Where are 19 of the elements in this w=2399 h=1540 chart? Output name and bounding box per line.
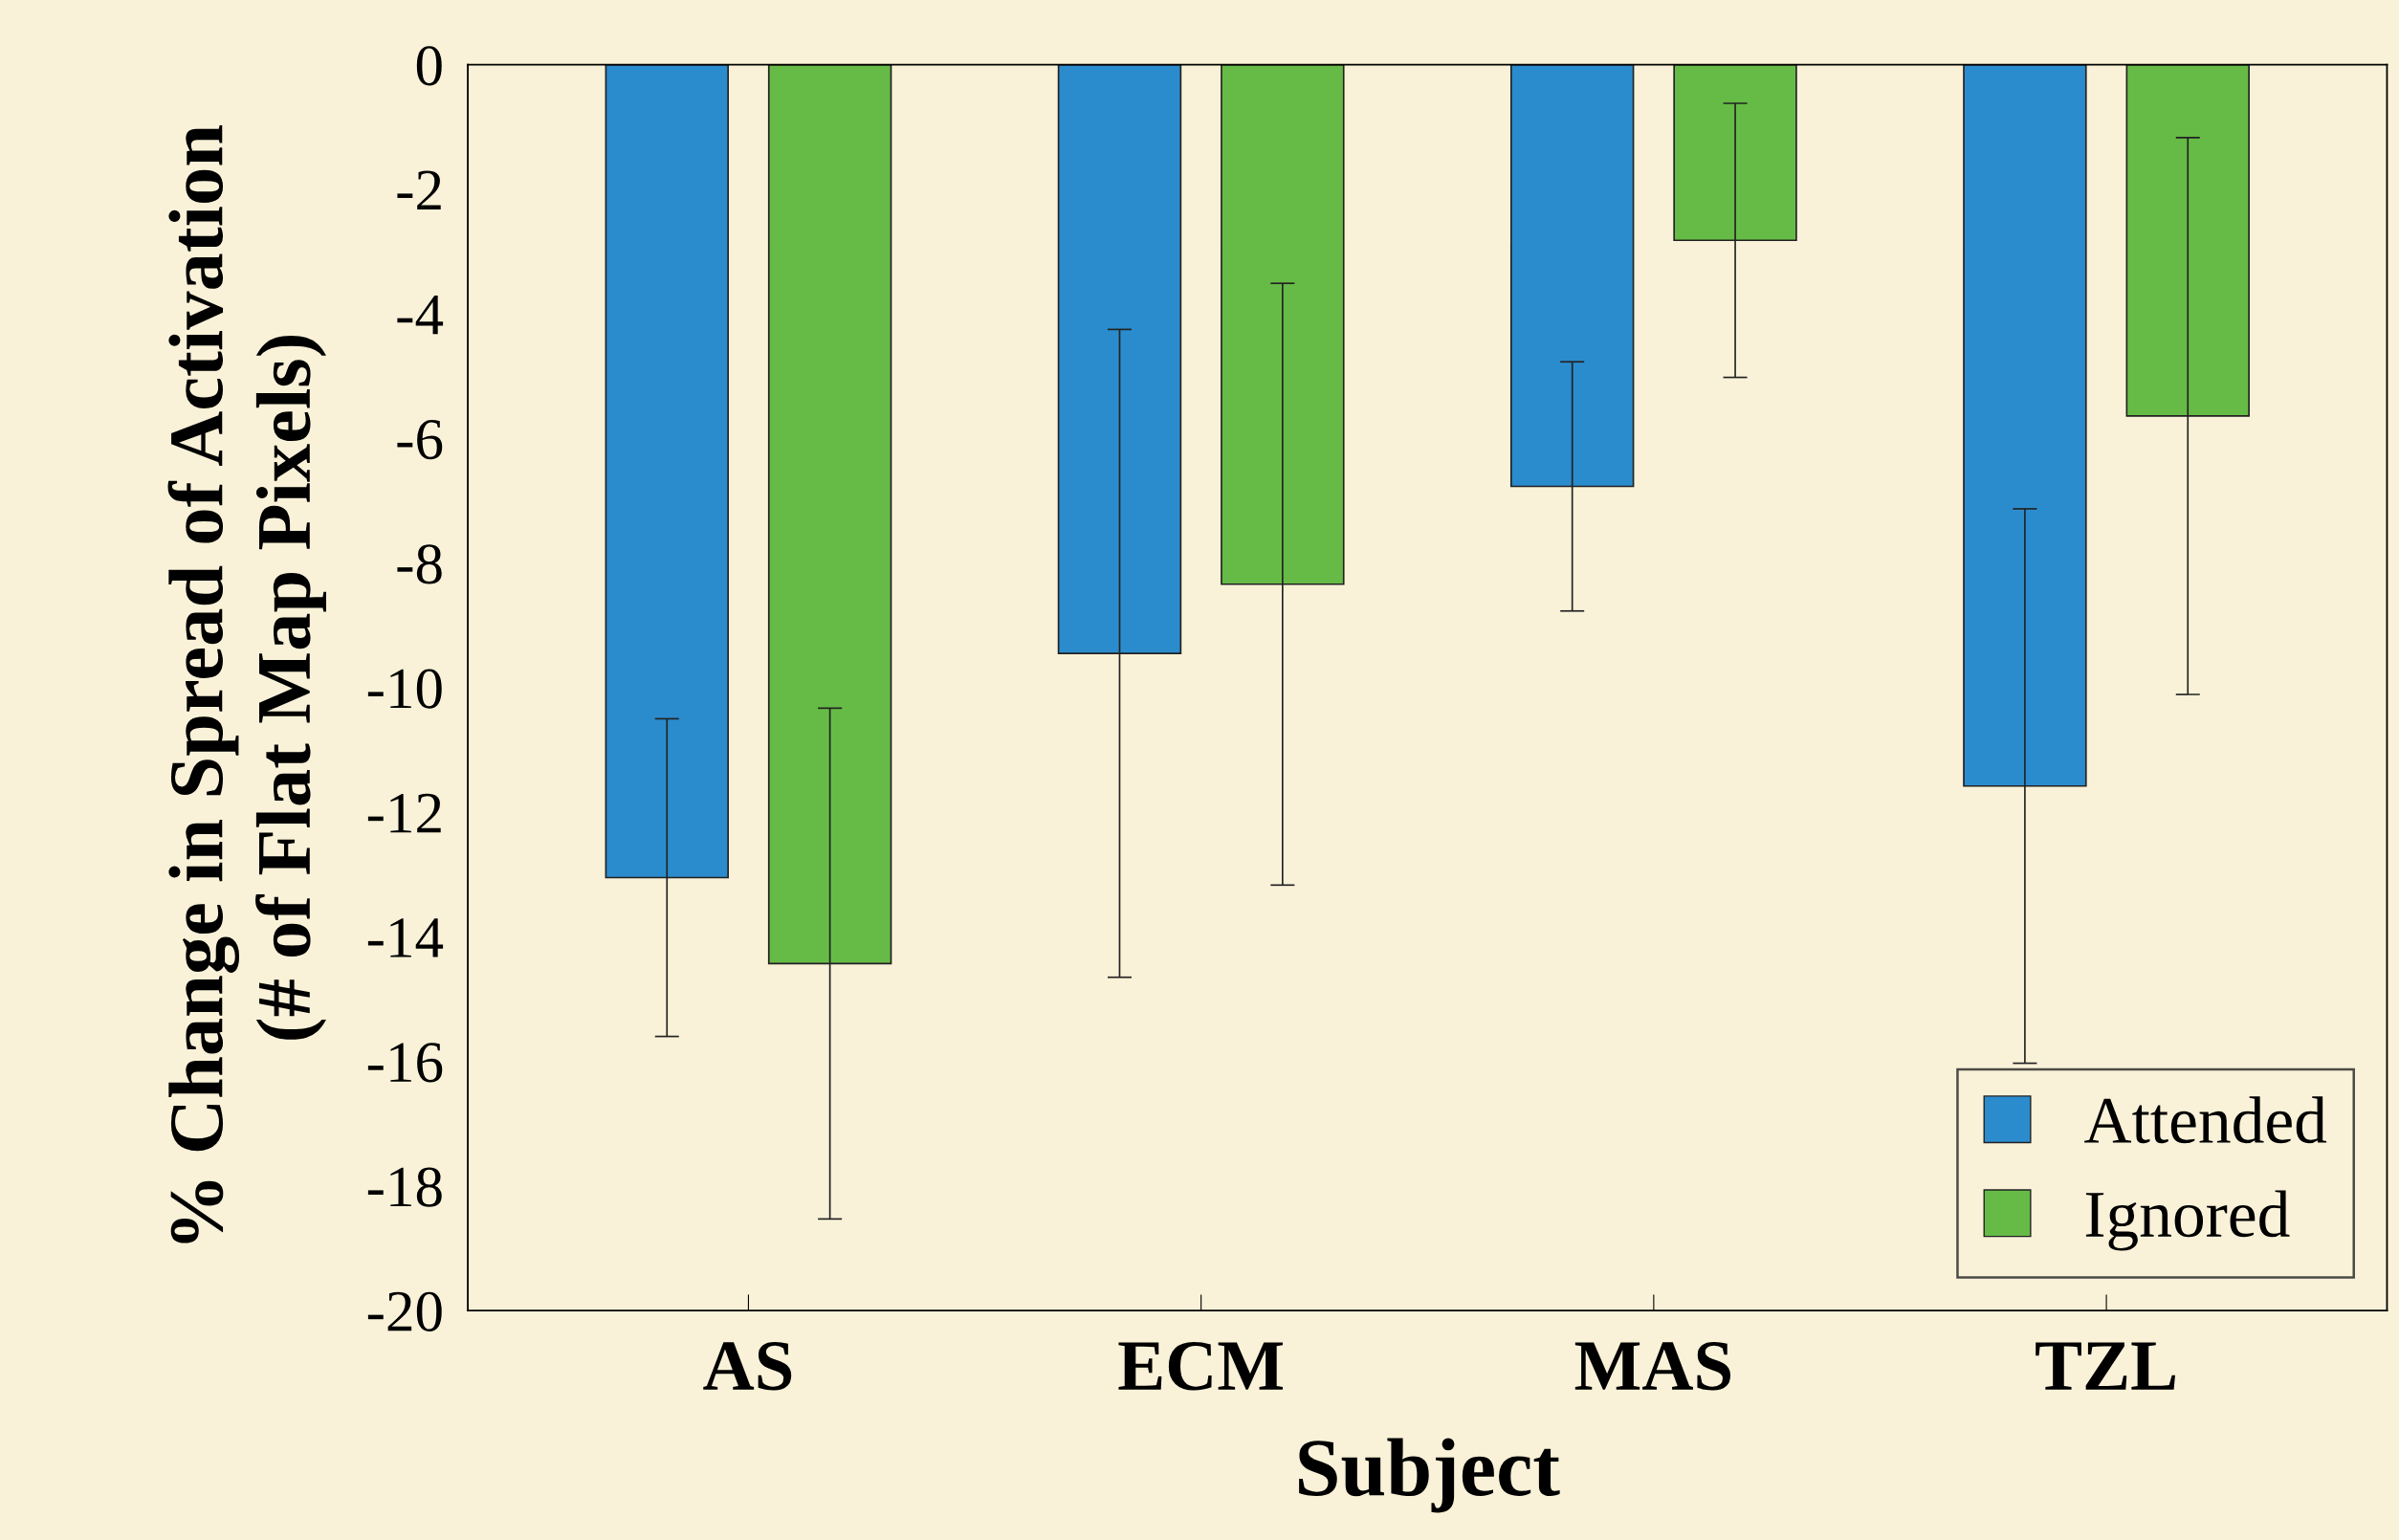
y-axis-title: % Change in Spread of Activation (# of Flat Map Pixels)	[167, 125, 326, 1243]
y-tick-label: -8	[397, 544, 442, 584]
y-tick-label: -18	[367, 1167, 442, 1207]
y-tick-label: -2	[397, 170, 441, 210]
x-tick-label: AS	[703, 1342, 792, 1391]
y-tick-label: -12	[367, 793, 441, 833]
y-tick-label: -14	[367, 918, 444, 957]
y-tick-label: -4	[397, 296, 444, 335]
y-tick-label: -16	[367, 1043, 443, 1083]
y-tick-label: -10	[367, 669, 442, 709]
x-tick-label: TZL	[2036, 1342, 2175, 1390]
y-tick-label: 0	[416, 46, 442, 86]
y-tick-label: -6	[397, 420, 443, 460]
y-tick-label: -20	[367, 1291, 442, 1331]
legend-label: Attended	[2084, 1096, 2327, 1144]
x-axis-title: Subject	[1299, 1438, 1560, 1513]
x-tick-label: MAS	[1574, 1342, 1731, 1391]
x-tick-label: ECM	[1118, 1342, 1283, 1391]
legend-label: Ignored	[2085, 1190, 2290, 1251]
